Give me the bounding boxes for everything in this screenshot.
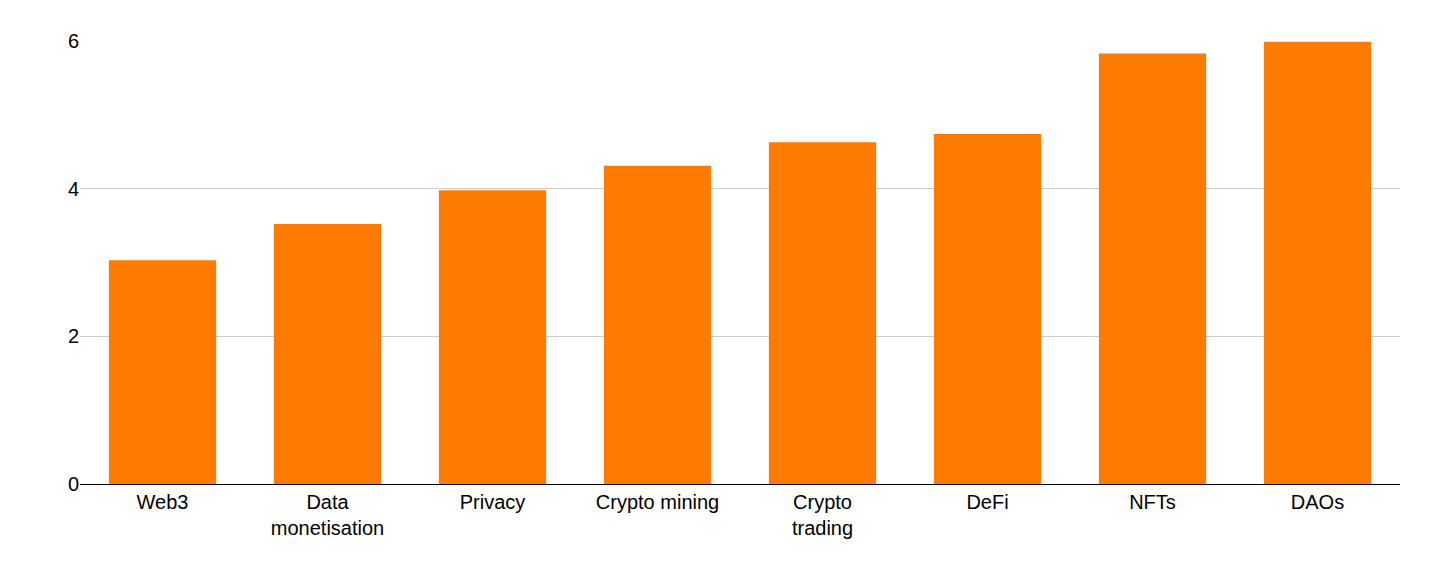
svg-text:Privacy: Privacy xyxy=(460,491,526,513)
svg-text:4: 4 xyxy=(68,178,79,200)
svg-text:DAOs: DAOs xyxy=(1291,491,1344,513)
svg-text:Crypto mining: Crypto mining xyxy=(596,491,719,513)
svg-text:2: 2 xyxy=(68,325,79,347)
svg-text:Datamonetisation: Datamonetisation xyxy=(271,491,384,539)
svg-text:6: 6 xyxy=(68,30,79,52)
svg-text:DeFi: DeFi xyxy=(966,491,1008,513)
svg-text:Cryptotrading: Cryptotrading xyxy=(792,491,853,539)
svg-text:Web3: Web3 xyxy=(137,491,189,513)
svg-text:0: 0 xyxy=(68,473,79,495)
svg-text:NFTs: NFTs xyxy=(1129,491,1176,513)
